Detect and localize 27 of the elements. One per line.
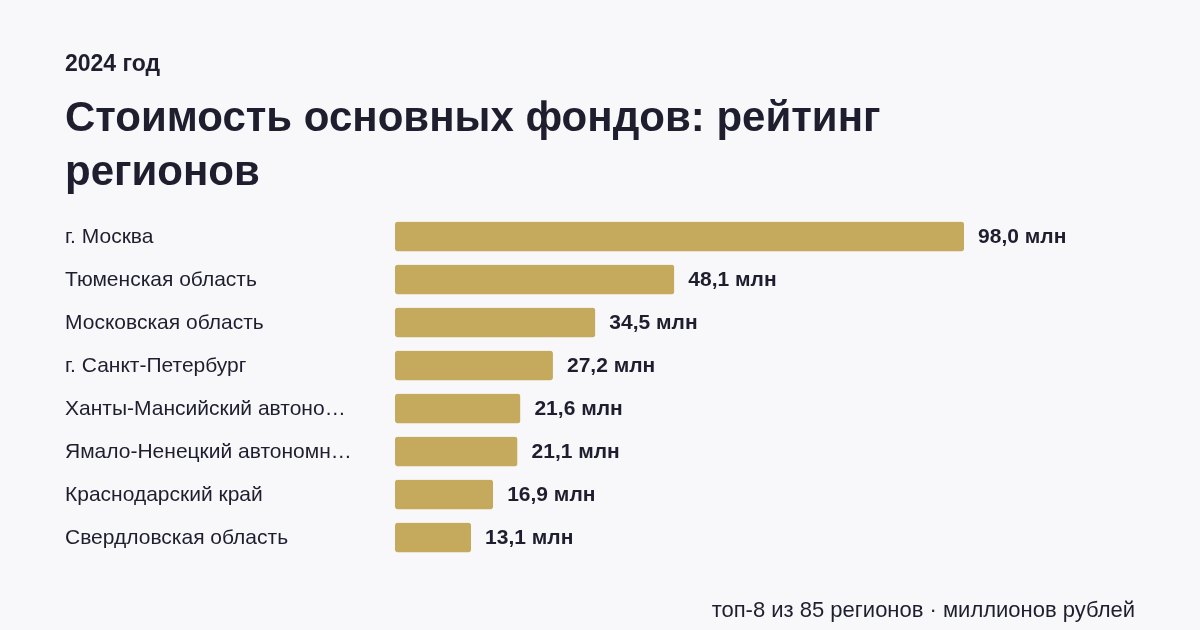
bar — [395, 393, 521, 424]
bar — [395, 479, 494, 510]
bar — [395, 221, 965, 252]
y-tick-label: Ханты-Мансийский автоно… — [65, 395, 346, 419]
y-tick-label: Краснодарский край — [65, 481, 263, 505]
y-tick-label: г. Санкт-Петербург — [65, 352, 247, 376]
data-label: 16,9 млн — [507, 481, 596, 505]
text: 2024 год — [65, 50, 161, 76]
y-tick-label: Тюменская область — [65, 266, 257, 290]
bar — [395, 264, 675, 295]
data-label: 98,0 млн — [978, 223, 1067, 247]
data-label: 21,6 млн — [534, 395, 623, 419]
bar — [395, 436, 518, 467]
text: топ-8 из 85 регионов · миллионов рублей — [711, 597, 1135, 622]
data-label: 34,5 млн — [609, 309, 698, 333]
data-label: 21,1 млн — [531, 438, 620, 462]
bar — [395, 522, 472, 553]
data-label: 48,1 млн — [688, 266, 777, 290]
y-tick-label: Ямало-Ненецкий автономн… — [65, 438, 352, 462]
bar — [395, 307, 596, 338]
chart-title: Стоимость основных фондов: рейтинг регионов — [65, 93, 881, 194]
data-label: 27,2 млн — [566, 352, 656, 376]
y-tick-label: Свердловская область — [65, 524, 289, 548]
bar — [395, 350, 553, 381]
y-tick-label: г. Москва — [65, 223, 154, 247]
data-label: 13,1 млн — [485, 524, 574, 548]
y-tick-label: Московская область — [65, 309, 264, 333]
